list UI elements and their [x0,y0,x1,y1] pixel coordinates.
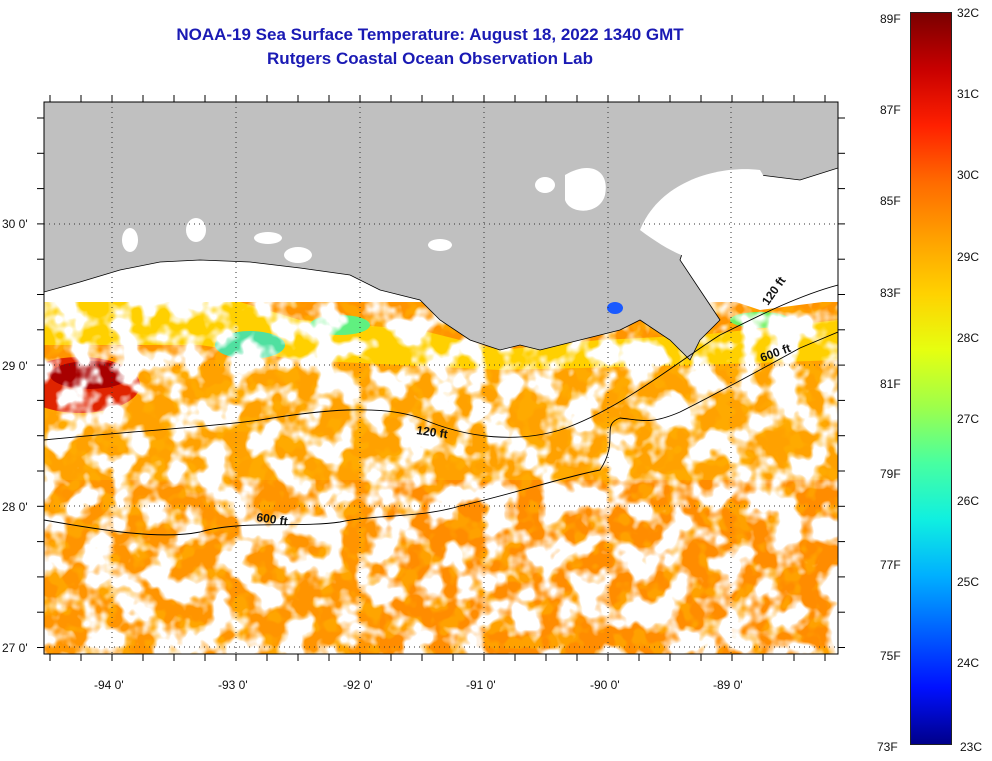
cb-f-77: 77F [880,558,901,572]
cb-c-23: 23C [960,740,983,754]
lon-label-92: -92 0' [343,678,373,692]
contour-120ft [44,284,838,441]
cb-f-87: 87F [880,103,901,117]
cb-c-29: 29C [957,250,980,264]
graticule [44,102,838,654]
temperature-colorbar [910,12,952,745]
lat-label-29: 29 0' [2,359,28,373]
axis-ticks [37,95,845,661]
map-subtitle: Rutgers Coastal Ocean Observation Lab [267,49,593,68]
cb-f-89: 89F [880,12,901,26]
cb-c-31: 31C [957,87,980,101]
lon-label-89: -89 0' [713,678,743,692]
lon-label-94: -94 0' [94,678,124,692]
lon-label-90: -90 0' [590,678,620,692]
cb-f-75: 75F [880,649,901,663]
cb-c-28: 28C [957,331,980,345]
lat-label-30: 30 0' [2,217,28,231]
sst-field [44,102,838,654]
lon-label-93: -93 0' [218,678,248,692]
cb-c-26: 26C [957,494,980,508]
cb-c-25: 25C [957,575,980,589]
cb-c-27: 27C [957,412,980,426]
contour-label-600-west: 600 ft [256,510,289,528]
lon-label-91: -91 0' [466,678,496,692]
cb-c-24: 24C [957,656,980,670]
lat-label-27: 27 0' [2,641,28,655]
cb-c-30: 30C [957,168,980,182]
map-title: NOAA-19 Sea Surface Temperature: August … [176,25,684,44]
cb-f-83: 83F [880,286,901,300]
contour-600ft [44,331,838,536]
cb-f-73: 73F [877,740,898,754]
cb-f-85: 85F [880,194,901,208]
contour-label-120-west: 120 ft [416,423,449,441]
cb-c-32: 32C [957,6,980,20]
map-frame [43,101,839,655]
cb-f-81: 81F [880,377,901,391]
lat-label-28: 28 0' [2,500,28,514]
cb-f-79: 79F [880,467,901,481]
